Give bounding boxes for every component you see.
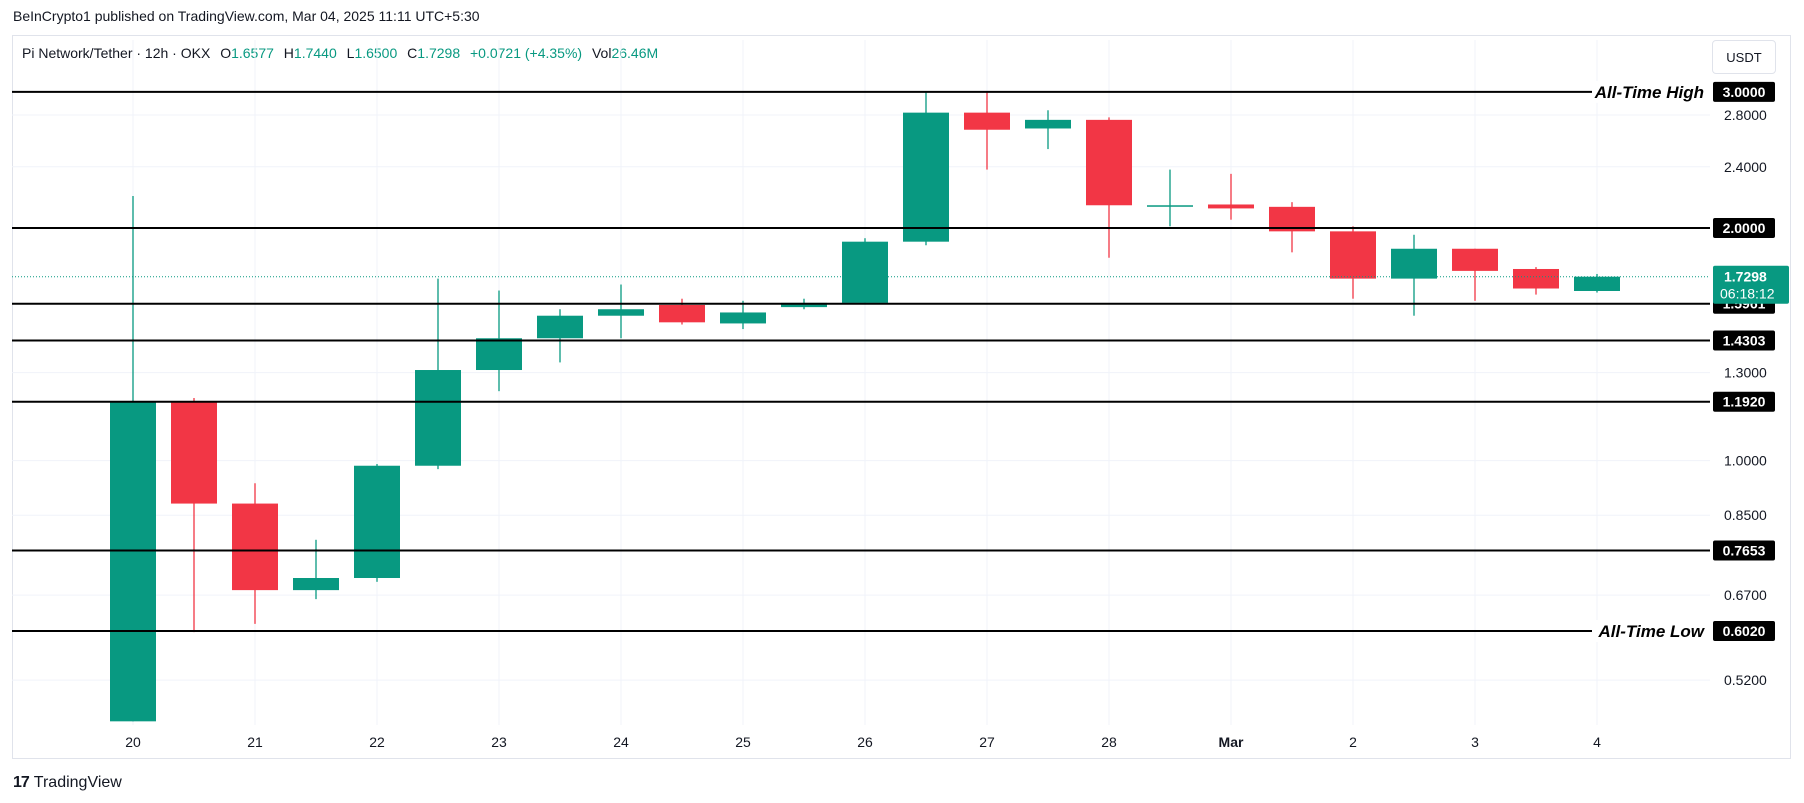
symbol-legend: Pi Network/Tether · 12h · OKX O1.6577 H1… (22, 45, 658, 61)
tradingview-mark-icon: 17 (13, 774, 30, 791)
symbol-info[interactable]: Pi Network/Tether · 12h · OKX (22, 45, 211, 61)
tradingview-logo[interactable]: 17 TradingView (13, 774, 122, 792)
close-label: C (407, 45, 418, 61)
high-value: 1.7440 (293, 45, 337, 61)
publisher-caption: BeInCrypto1 published on TradingView.com… (13, 8, 480, 24)
chart-frame (12, 35, 1791, 759)
open-label: O (220, 45, 232, 61)
tradingview-brand: TradingView (33, 774, 122, 791)
volume-label: Vol (591, 45, 612, 61)
volume-value: 26.46M (611, 45, 659, 61)
low-value: 1.6500 (354, 45, 398, 61)
close-value: 1.7298 (417, 45, 461, 61)
low-label: L (346, 45, 355, 61)
open-value: 1.6577 (231, 45, 274, 61)
currency-unit-button[interactable]: USDT (1712, 40, 1776, 74)
change-value: +0.0721 (+4.35%) (470, 45, 583, 61)
high-label: H (283, 45, 294, 61)
